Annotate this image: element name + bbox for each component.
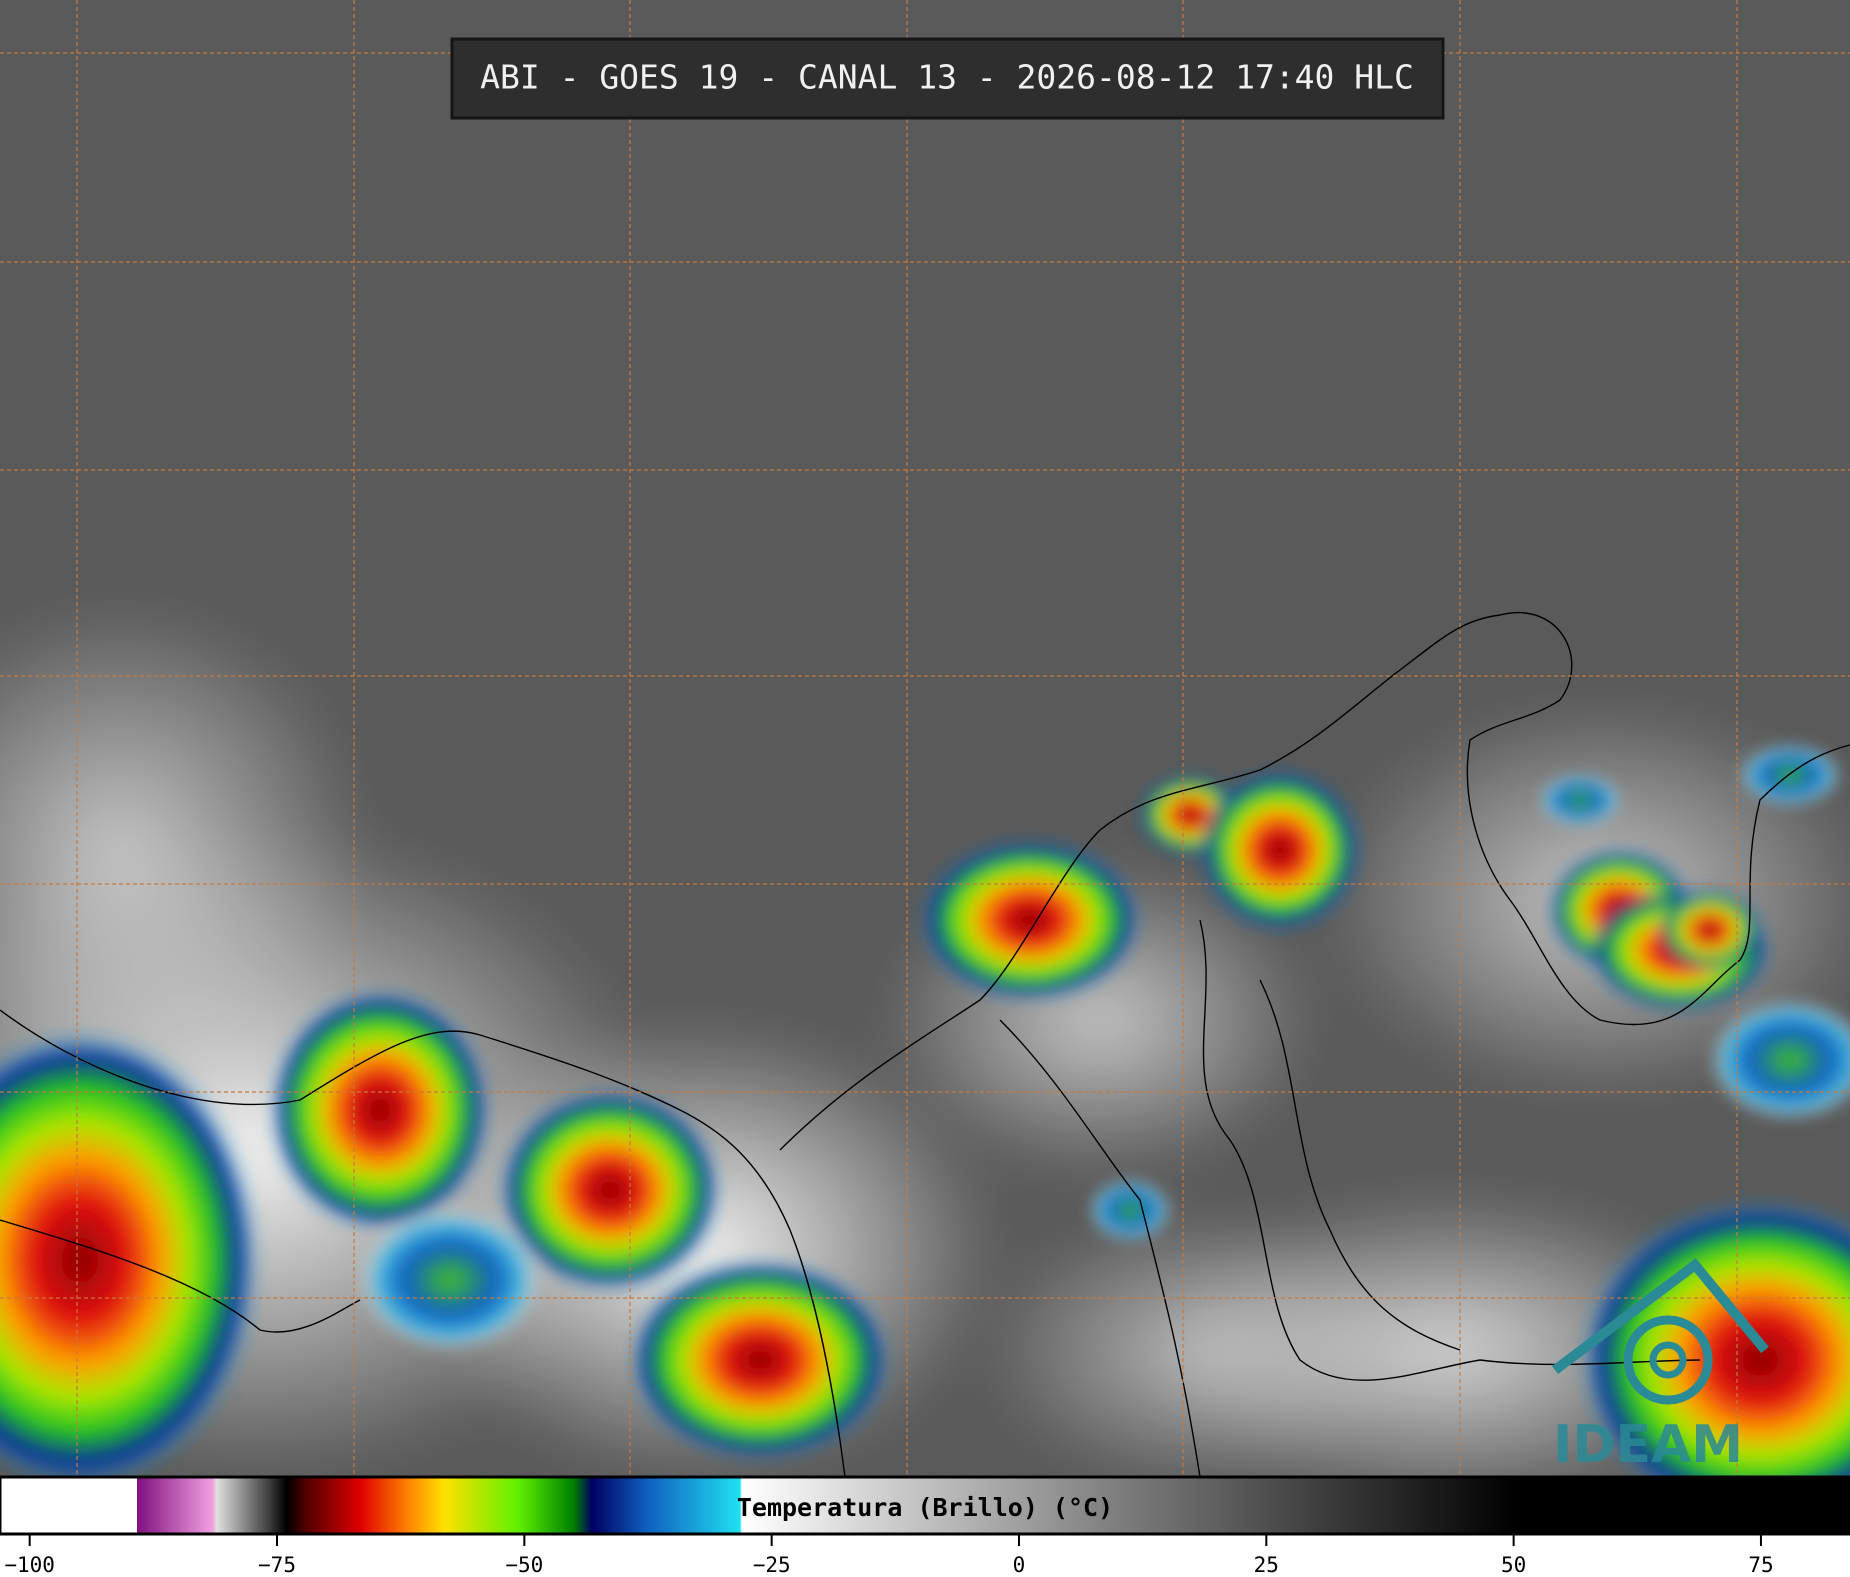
tick-label: −25 — [753, 1553, 791, 1577]
logo: IDEAM — [1552, 1258, 1769, 1475]
title-box: ABI - GOES 19 - CANAL 13 - 2026-08-12 17… — [450, 37, 1445, 120]
coastlines — [0, 612, 1850, 1478]
storm-cells — [0, 745, 1850, 1520]
tick-label: −100 — [4, 1553, 55, 1577]
graticule — [0, 0, 1850, 1477]
tick-label: −50 — [505, 1553, 543, 1577]
tick-label: 25 — [1254, 1553, 1279, 1577]
colorbar: Temperatura (Brillo) (°C) −100 −75 −50 −25 0… — [0, 1475, 1850, 1577]
tick-label: −75 — [258, 1553, 296, 1577]
title: ABI - GOES 19 - CANAL 13 - 2026-08-12 17… — [480, 58, 1414, 97]
tick-label: 75 — [1748, 1553, 1773, 1577]
colorbar-label: Temperatura (Brillo) (°C) — [737, 1493, 1113, 1522]
tick-label: 50 — [1501, 1553, 1526, 1577]
tick-label: 0 — [1013, 1553, 1026, 1577]
colorbar-gradient — [0, 1475, 1850, 1536]
logo-text: IDEAM — [1553, 1415, 1743, 1475]
